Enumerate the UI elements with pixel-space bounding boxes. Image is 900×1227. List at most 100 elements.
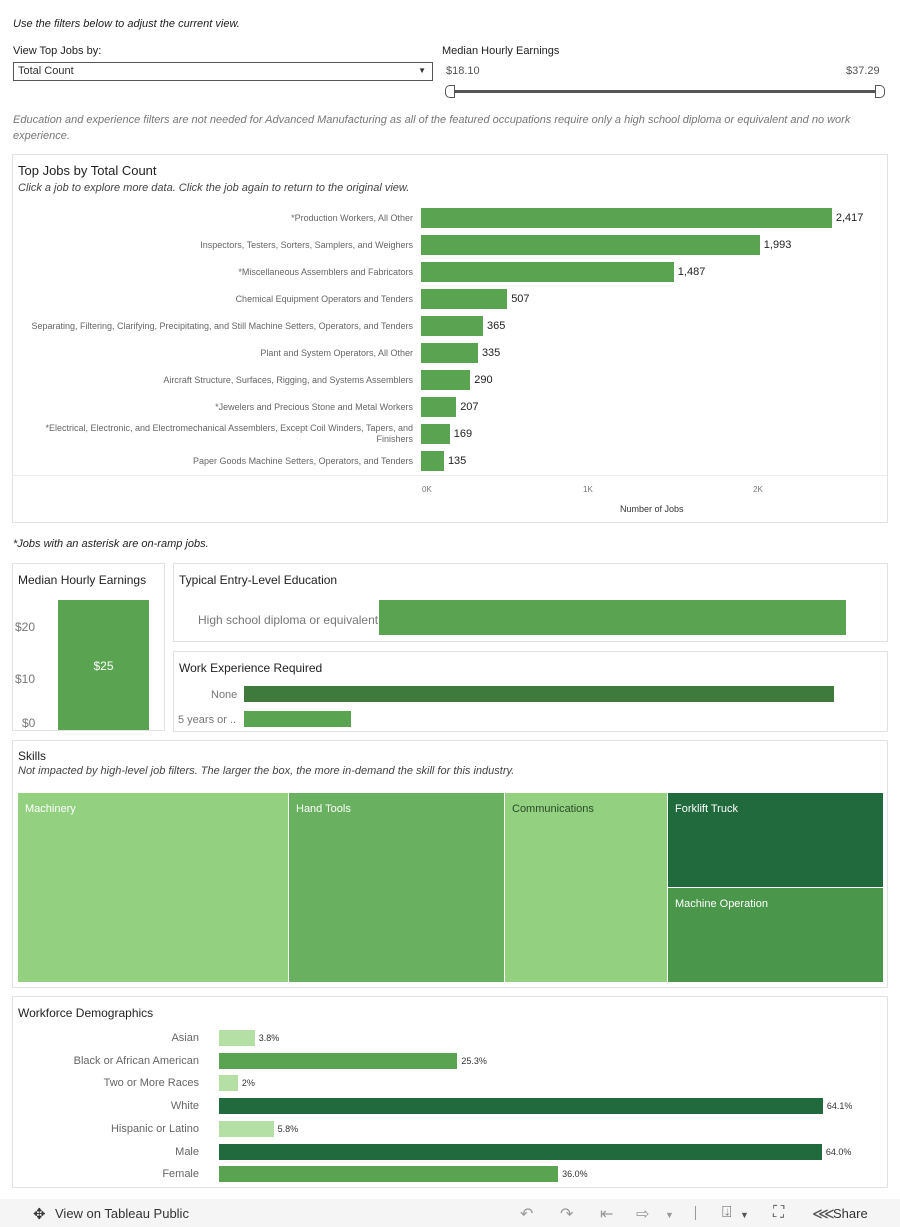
demographic-bar[interactable] xyxy=(219,1030,255,1046)
job-label[interactable]: *Electrical, Electronic, and Electromech… xyxy=(45,423,414,444)
demographic-label: Asian xyxy=(171,1032,199,1044)
job-value-label: 207 xyxy=(460,401,479,413)
job-bar[interactable] xyxy=(421,289,508,309)
demographic-bar[interactable] xyxy=(219,1143,822,1160)
chevron-down-icon: ▼ xyxy=(418,66,426,75)
download-icon[interactable]: ⍗ xyxy=(722,1204,732,1221)
education-bar[interactable] xyxy=(379,600,846,635)
forward-menu-icon[interactable]: ▼ xyxy=(665,1210,674,1220)
forward-icon[interactable]: ⇨ xyxy=(636,1206,650,1223)
skill-communications[interactable]: Communications xyxy=(505,793,668,983)
job-value-label: 1,487 xyxy=(677,266,706,278)
earnings-slider-max-handle[interactable] xyxy=(875,85,885,98)
job-value-label: 135 xyxy=(447,455,467,467)
demographic-label: Black or African American xyxy=(73,1054,199,1067)
education-panel: Typical Entry-Level Education High schoo… xyxy=(173,563,888,642)
view-on-tableau-link[interactable]: View on Tableau Public xyxy=(55,1206,189,1221)
demographic-bar[interactable] xyxy=(219,1052,458,1069)
job-label[interactable]: Inspectors, Testers, Sorters, Samplers, … xyxy=(200,239,413,250)
filter-note: Education and experience filters are not… xyxy=(13,114,851,142)
job-bar[interactable] xyxy=(421,343,478,363)
skills-panel: Skills Not impacted by high-level job fi… xyxy=(12,740,888,988)
job-value-label: 1,993 xyxy=(763,239,792,251)
earnings-bar-label: $25 xyxy=(93,659,114,673)
job-bar[interactable] xyxy=(421,370,471,390)
tableau-logo-icon: ✥ xyxy=(33,1206,46,1223)
demographics-panel: Workforce Demographics Asian 3.8% Black or… xyxy=(12,996,888,1188)
demographic-bar[interactable] xyxy=(219,1075,238,1092)
intro-text: Use the filters below to adjust the curr… xyxy=(13,18,240,30)
experience-bar-5years[interactable] xyxy=(244,711,351,727)
skill-machine-operation[interactable]: Machine Operation xyxy=(668,888,884,983)
footer-toolbar xyxy=(0,1199,900,1227)
job-bar[interactable] xyxy=(421,424,450,444)
demographic-bar[interactable] xyxy=(219,1120,274,1137)
job-label[interactable]: Chemical Equipment Operators and Tenders xyxy=(235,293,413,304)
job-bar[interactable] xyxy=(421,316,484,336)
demographic-value: 25.3% xyxy=(461,1055,487,1066)
demographic-value: 2% xyxy=(241,1078,255,1089)
y-tick-20: $20 xyxy=(15,620,36,634)
demographic-value: 36.0% xyxy=(562,1169,588,1180)
experience-label-none: None xyxy=(211,689,238,701)
earnings-filter-label: Median Hourly Earnings xyxy=(442,45,560,57)
job-label[interactable]: *Jewelers and Precious Stone and Metal W… xyxy=(215,401,413,412)
fullscreen-icon[interactable]: ⛶ xyxy=(773,1204,785,1221)
earnings-slider-track[interactable] xyxy=(450,90,880,93)
job-label[interactable]: Plant and System Operators, All Other xyxy=(260,347,413,358)
earnings-slider-min-handle[interactable] xyxy=(445,85,455,98)
top-jobs-subtitle: Click a job to explore more data. Click … xyxy=(18,182,410,194)
job-bar[interactable] xyxy=(421,262,674,282)
earnings-max: $37.29 xyxy=(846,65,880,77)
skill-machinery[interactable]: Machinery xyxy=(18,793,289,983)
demographic-label: White xyxy=(170,1100,199,1113)
earnings-min: $18.10 xyxy=(446,65,480,77)
skills-title: Skills xyxy=(18,749,47,763)
job-value-label: 365 xyxy=(487,320,506,332)
job-bar[interactable] xyxy=(421,397,457,417)
job-value-label: 169 xyxy=(453,428,473,440)
education-label: High school diploma or equivalent xyxy=(198,613,379,627)
experience-panel: Work Experience Required None 5 years or… xyxy=(173,651,888,732)
demographic-value: 64.0% xyxy=(825,1146,852,1157)
job-label[interactable]: Aircraft Structure, Surfaces, Rigging, a… xyxy=(163,374,413,385)
skill-hand-tools[interactable]: Hand Tools xyxy=(289,793,505,983)
demographics-title: Workforce Demographics xyxy=(18,1006,154,1020)
job-label[interactable]: Separating, Filtering, Clarifying, Preci… xyxy=(31,320,413,331)
share-icon[interactable]: ⋘ xyxy=(812,1206,835,1223)
job-label[interactable]: *Miscellaneous Assemblers and Fabricator… xyxy=(238,266,413,277)
y-tick-10: $10 xyxy=(15,672,36,686)
job-bar[interactable] xyxy=(421,451,444,471)
demographic-bar[interactable] xyxy=(219,1098,823,1115)
skill-forklift-truck[interactable]: Forklift Truck xyxy=(668,793,884,888)
x-tick-2: 2K xyxy=(753,485,763,494)
demographic-label: Female xyxy=(162,1168,199,1181)
earnings-panel-title: Median Hourly Earnings xyxy=(18,573,147,587)
revert-icon[interactable]: ⇤ xyxy=(600,1206,614,1223)
y-tick-0: $0 xyxy=(22,716,36,730)
job-value-label: 290 xyxy=(474,374,493,386)
experience-bar-none[interactable] xyxy=(244,686,834,702)
asterisk-note: *Jobs with an asterisk are on-ramp jobs. xyxy=(13,538,209,550)
job-label[interactable]: Paper Goods Machine Setters, Operators, … xyxy=(193,455,413,466)
job-value-label: 507 xyxy=(511,293,530,305)
share-button[interactable]: Share xyxy=(833,1206,868,1221)
demographic-label: Two or More Races xyxy=(103,1077,199,1090)
undo-icon[interactable]: ↶ xyxy=(520,1206,534,1223)
experience-label-5years: 5 years or .. xyxy=(178,714,237,726)
redo-icon[interactable]: ↷ xyxy=(560,1206,574,1223)
demographic-bar[interactable] xyxy=(219,1166,559,1183)
top-jobs-panel: Top Jobs by Total Count Click a job to e… xyxy=(12,154,888,523)
job-label[interactable]: *Production Workers, All Other xyxy=(291,212,413,223)
demographic-value: 3.8% xyxy=(258,1033,280,1043)
skills-subtitle: Not impacted by high-level job filters. … xyxy=(18,765,515,777)
download-menu-icon[interactable]: ▼ xyxy=(740,1210,749,1220)
x-axis-label: Number of Jobs xyxy=(620,504,684,514)
job-bar[interactable] xyxy=(421,208,832,228)
earnings-bar[interactable] xyxy=(58,600,149,730)
job-bar[interactable] xyxy=(421,235,760,255)
demographic-value: 5.8% xyxy=(277,1123,299,1134)
experience-title: Work Experience Required xyxy=(179,661,323,675)
job-value-label: 2,417 xyxy=(835,212,864,224)
top-jobs-dropdown[interactable]: Total Count ▼ xyxy=(13,62,433,81)
